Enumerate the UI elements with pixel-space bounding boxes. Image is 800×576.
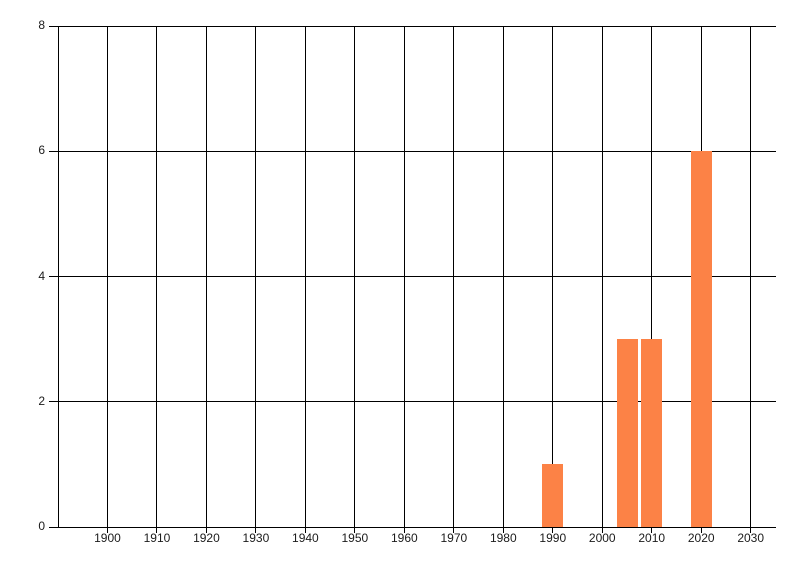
x-axis-tick: [205, 527, 207, 533]
x-axis-tick-label: 2000: [588, 531, 616, 545]
x-axis-tick-label: 2030: [737, 531, 765, 545]
x-axis-tick: [700, 527, 702, 533]
x-axis-tick: [502, 527, 504, 533]
x-axis-tick-label: 1980: [489, 531, 517, 545]
x-axis-tick: [453, 527, 455, 533]
y-axis-tick-label: 2: [38, 393, 45, 408]
y-gridline: [49, 25, 776, 27]
x-axis-tick-label: 1940: [292, 531, 319, 545]
x-axis-tick: [156, 527, 158, 533]
y-axis-tick-label: 8: [38, 18, 45, 32]
bar: [616, 339, 638, 527]
x-axis-tick: [601, 527, 603, 533]
x-axis-tick: [304, 527, 306, 533]
x-axis-tick-label: 1920: [193, 531, 220, 545]
bar: [542, 464, 564, 527]
x-axis-tick-label: 2010: [638, 531, 666, 545]
bar: [641, 339, 663, 527]
x-axis-tick-label: 2020: [687, 531, 715, 545]
x-axis-tick-label: 1960: [390, 531, 418, 545]
x-axis-tick: [354, 527, 356, 533]
x-axis-tick: [552, 527, 554, 533]
x-axis-tick: [403, 527, 405, 533]
y-axis-tick-label: 4: [38, 268, 45, 283]
y-gridline: [49, 401, 776, 403]
x-axis-tick: [255, 527, 257, 533]
y-axis-tick-label: 0: [38, 519, 45, 533]
bar: [690, 151, 712, 527]
y-gridline: [49, 150, 776, 152]
x-axis-tick-label: 1910: [143, 531, 171, 545]
x-axis-tick: [651, 527, 653, 533]
x-axis-tick-label: 1950: [341, 531, 369, 545]
x-axis-tick-label: 1970: [440, 531, 468, 545]
x-axis-tick-label: 1930: [242, 531, 270, 545]
x-axis-tick: [106, 527, 108, 533]
y-gridline: [49, 276, 776, 277]
x-axis-tick: [750, 527, 752, 533]
x-axis-tick-label: 1900: [94, 531, 121, 545]
x-axis-line: [49, 526, 776, 528]
y-axis-tick-label: 6: [38, 143, 45, 158]
x-axis-tick-label: 1990: [539, 531, 567, 545]
